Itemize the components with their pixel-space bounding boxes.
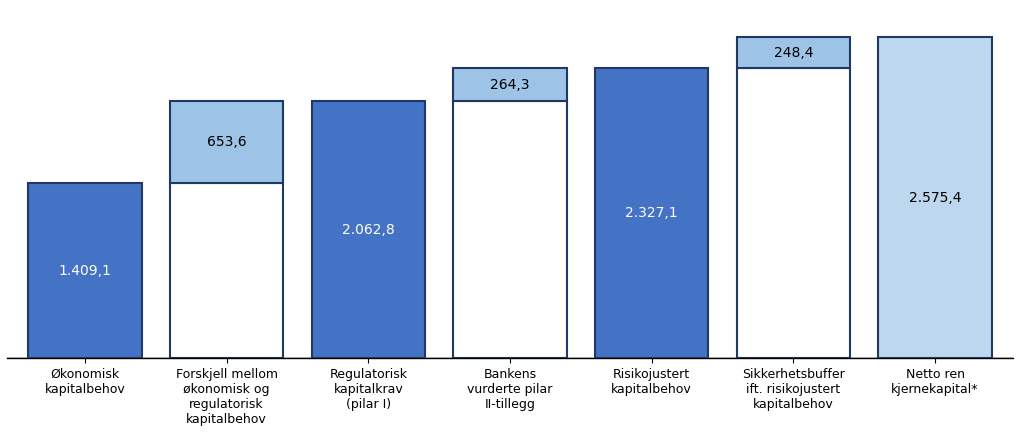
Text: 2.327,1: 2.327,1 bbox=[625, 207, 678, 220]
Bar bbox=[452, 101, 567, 359]
Text: 1.409,1: 1.409,1 bbox=[58, 264, 111, 278]
Bar bbox=[29, 183, 142, 359]
Bar bbox=[736, 37, 849, 68]
Bar bbox=[170, 101, 283, 183]
Bar bbox=[312, 101, 425, 359]
Bar bbox=[736, 68, 849, 359]
Text: 2.575,4: 2.575,4 bbox=[908, 191, 961, 205]
Text: 248,4: 248,4 bbox=[772, 46, 812, 60]
Bar bbox=[452, 68, 567, 101]
Bar bbox=[877, 37, 990, 359]
Text: 653,6: 653,6 bbox=[207, 135, 247, 149]
Bar bbox=[594, 68, 707, 359]
Text: 264,3: 264,3 bbox=[490, 78, 529, 92]
Bar bbox=[170, 183, 283, 359]
Text: 2.062,8: 2.062,8 bbox=[341, 223, 394, 237]
